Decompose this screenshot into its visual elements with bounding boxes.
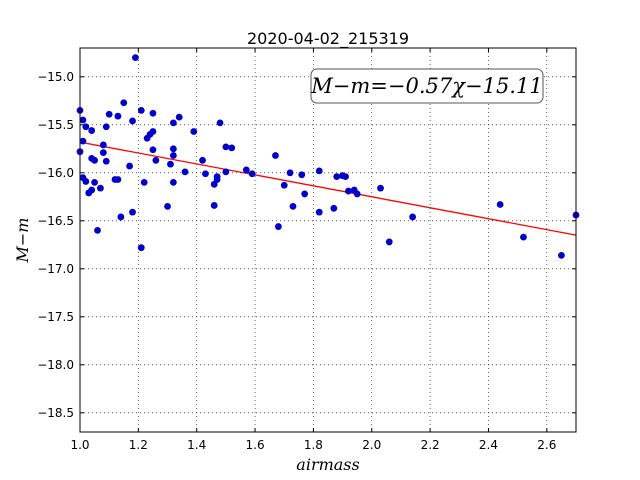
x-tick-label: 1.6: [246, 438, 265, 452]
y-tick-label: −18.5: [37, 406, 74, 420]
fit-annotation: M−m=−0.57χ−15.11: [310, 68, 544, 104]
data-point: [216, 119, 224, 127]
x-tick-label: 2.6: [537, 438, 556, 452]
data-point: [137, 244, 145, 252]
chart-title: 2020-04-02_215319: [247, 29, 409, 49]
x-tick-label: 2.2: [421, 438, 440, 452]
data-point: [280, 181, 288, 189]
data-point: [333, 173, 341, 181]
data-point: [117, 213, 125, 221]
data-point: [275, 223, 282, 230]
x-tick-label: 1.4: [187, 438, 206, 452]
data-point: [105, 110, 113, 118]
data-point: [181, 168, 189, 176]
data-point: [342, 173, 349, 181]
data-point: [149, 109, 157, 117]
y-tick-label: −15.0: [37, 70, 74, 84]
data-point: [97, 184, 104, 192]
data-point: [129, 208, 136, 216]
fit-annotation-text: M−m=−0.57χ−15.11: [310, 74, 542, 98]
data-point: [272, 152, 279, 159]
data-point: [520, 233, 527, 241]
x-tick-label: 1.2: [129, 438, 148, 452]
data-point: [169, 119, 177, 127]
data-point: [99, 149, 107, 157]
y-tick-label: −15.5: [37, 118, 74, 132]
data-point: [102, 123, 110, 131]
data-point: [345, 187, 352, 195]
data-point: [213, 176, 221, 183]
data-point: [199, 156, 206, 164]
y-tick-label: −18.0: [37, 358, 74, 372]
y-tick-label: −16.5: [37, 214, 74, 228]
data-point: [286, 169, 294, 177]
x-tick-label: 1.8: [304, 438, 323, 452]
data-point: [99, 141, 107, 149]
y-tick-label: −17.0: [37, 262, 74, 276]
data-point: [169, 152, 177, 159]
data-point: [289, 203, 297, 210]
data-point: [315, 208, 323, 216]
data-point: [315, 167, 323, 175]
data-point: [152, 156, 160, 164]
data-point: [175, 113, 183, 121]
data-point: [79, 116, 87, 124]
data-point: [164, 203, 171, 210]
x-tick-label: 1.0: [70, 438, 89, 452]
data-point: [558, 251, 565, 259]
data-point: [169, 145, 177, 153]
data-point: [137, 107, 145, 114]
x-tick-label: 2.0: [362, 438, 381, 452]
data-point: [91, 179, 98, 186]
data-point: [330, 204, 338, 212]
data-point: [222, 143, 230, 151]
data-point: [129, 117, 136, 125]
data-point: [169, 179, 177, 186]
data-point: [202, 170, 209, 178]
data-point: [298, 171, 306, 179]
data-point: [114, 176, 122, 183]
y-axis-ticks: −15.0 −15.5 −16.0 −16.5 −17.0 −17.5 −18.0 −18.5: [37, 70, 576, 420]
data-point: [88, 127, 96, 134]
data-point: [242, 166, 250, 174]
grid: [79, 48, 576, 432]
data-point: [301, 190, 309, 198]
data-point: [114, 112, 122, 120]
x-tick-label: 2.4: [479, 438, 498, 452]
data-point: [149, 146, 157, 154]
plot-frame: [79, 47, 577, 433]
data-point: [377, 184, 384, 192]
y-tick-label: −16.0: [37, 166, 74, 180]
data-point: [222, 168, 230, 176]
data-point: [228, 144, 236, 152]
x-axis-label: airmass: [296, 455, 359, 474]
data-point: [94, 227, 101, 234]
data-point: [82, 178, 90, 185]
data-point: [149, 128, 157, 135]
data-point: [248, 170, 256, 178]
data-point: [496, 201, 504, 208]
data-point: [91, 156, 98, 164]
data-point: [120, 99, 128, 107]
y-tick-label: −17.5: [37, 310, 74, 324]
data-point: [353, 190, 361, 198]
data-point: [132, 54, 139, 61]
data-point: [79, 137, 87, 145]
fit-line: [79, 141, 577, 236]
data-point: [210, 202, 218, 209]
data-point: [126, 162, 133, 170]
data-point: [82, 123, 90, 131]
data-point: [140, 179, 148, 186]
data-point: [385, 238, 393, 246]
y-axis-label: M−m: [13, 218, 32, 264]
fit-annotation-box: [310, 68, 544, 104]
data-point: [102, 157, 110, 165]
data-point: [88, 186, 96, 194]
data-point: [409, 213, 417, 221]
data-points: [76, 54, 580, 259]
data-point: [190, 128, 198, 135]
data-point: [167, 160, 174, 168]
